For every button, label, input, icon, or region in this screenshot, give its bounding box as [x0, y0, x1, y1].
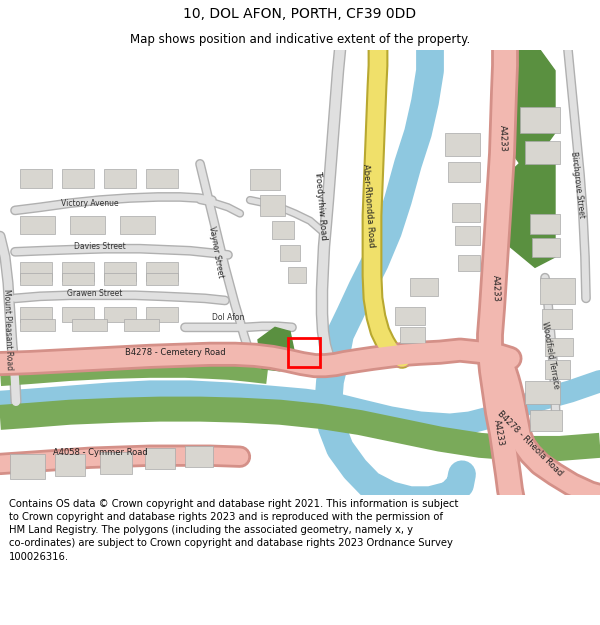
Bar — [400, 328, 425, 343]
Bar — [62, 307, 94, 322]
Text: Davies Street: Davies Street — [74, 242, 126, 251]
Bar — [146, 262, 178, 281]
Text: Woodfield Terrace: Woodfield Terrace — [539, 321, 560, 389]
Bar — [62, 262, 94, 281]
Polygon shape — [498, 50, 555, 164]
Bar — [540, 278, 575, 304]
Bar — [250, 169, 280, 190]
Text: A4233: A4233 — [491, 274, 501, 302]
Bar — [545, 361, 570, 379]
Bar — [20, 216, 55, 234]
Bar — [532, 238, 560, 257]
Text: Vaynor Street: Vaynor Street — [207, 225, 225, 278]
Text: Dol Afon: Dol Afon — [212, 313, 244, 322]
Bar — [104, 262, 136, 281]
Bar — [525, 141, 560, 164]
Bar — [100, 451, 132, 474]
Bar — [146, 272, 178, 285]
Text: Birchgrove Street: Birchgrove Street — [569, 151, 587, 218]
Text: Mount Pleasant Road: Mount Pleasant Road — [2, 289, 14, 370]
Text: B4278 - Rheola Road: B4278 - Rheola Road — [496, 409, 565, 478]
Bar — [395, 307, 425, 325]
Bar — [10, 454, 45, 479]
Text: Map shows position and indicative extent of the property.: Map shows position and indicative extent… — [130, 32, 470, 46]
Bar — [145, 448, 175, 469]
Bar — [410, 278, 438, 296]
Text: Contains OS data © Crown copyright and database right 2021. This information is : Contains OS data © Crown copyright and d… — [9, 499, 458, 562]
Bar — [455, 226, 480, 244]
Text: Troedyrhiw Road: Troedyrhiw Road — [313, 170, 329, 240]
Bar — [62, 169, 94, 187]
Text: Aber-Rhondda Road: Aber-Rhondda Road — [361, 163, 376, 248]
Bar — [530, 214, 560, 234]
Bar — [520, 107, 560, 132]
Bar — [272, 221, 294, 239]
Bar — [280, 244, 300, 261]
Bar — [185, 446, 213, 467]
Text: Grawen Street: Grawen Street — [67, 289, 122, 298]
Bar — [20, 169, 52, 187]
Bar — [288, 338, 320, 367]
Bar — [124, 319, 159, 331]
Bar — [62, 272, 94, 285]
Bar — [20, 307, 52, 322]
Text: 10, DOL AFON, PORTH, CF39 0DD: 10, DOL AFON, PORTH, CF39 0DD — [184, 7, 416, 21]
Bar — [458, 255, 480, 271]
Bar — [70, 216, 105, 234]
Bar — [20, 272, 52, 285]
Bar — [146, 307, 178, 322]
Bar — [104, 169, 136, 187]
Bar — [72, 319, 107, 331]
Bar — [545, 338, 573, 356]
Bar — [104, 307, 136, 322]
Bar — [20, 319, 55, 331]
Text: B4278 - Cemetery Road: B4278 - Cemetery Road — [125, 348, 226, 358]
Text: Victory Avenue: Victory Avenue — [61, 199, 119, 208]
Polygon shape — [258, 328, 295, 371]
Bar — [120, 216, 155, 234]
Bar — [20, 262, 52, 281]
Text: A4233: A4233 — [492, 419, 506, 447]
Bar — [530, 410, 562, 431]
Bar — [542, 309, 572, 329]
Bar — [260, 195, 285, 216]
Bar — [104, 272, 136, 285]
Bar — [445, 132, 480, 156]
Polygon shape — [505, 154, 555, 268]
Bar — [55, 454, 85, 476]
Text: A4058 - Cymmer Road: A4058 - Cymmer Road — [53, 448, 148, 457]
Bar — [525, 381, 560, 404]
Bar — [448, 162, 480, 182]
Bar — [146, 169, 178, 187]
Bar — [452, 203, 480, 222]
Text: A4233: A4233 — [498, 124, 508, 152]
Bar — [288, 268, 306, 283]
